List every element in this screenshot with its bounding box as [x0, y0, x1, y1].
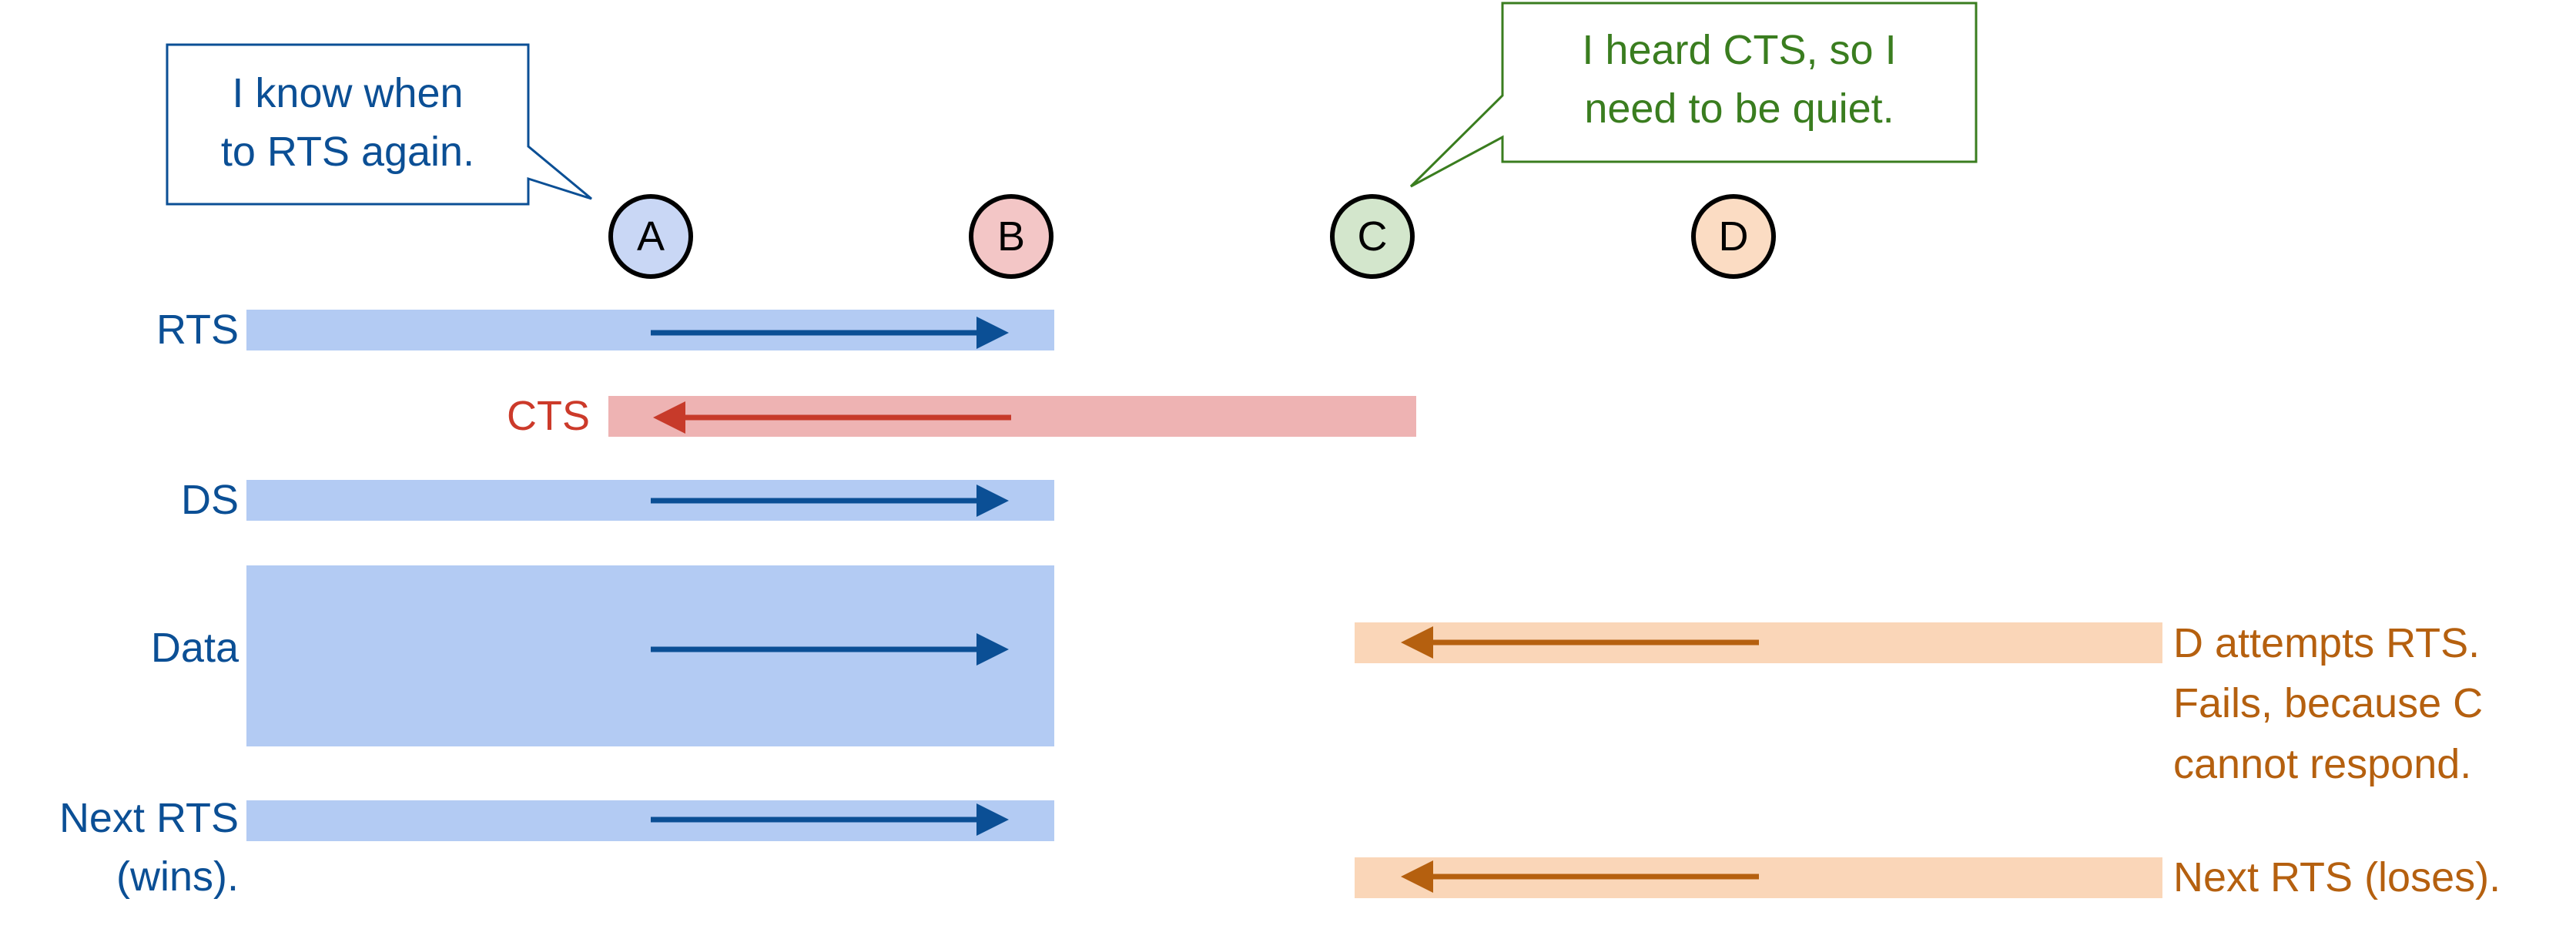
callout-a-bubble [167, 45, 591, 204]
node-d [1693, 196, 1774, 277]
callout-c-bubble [1411, 3, 1976, 186]
node-a [611, 196, 691, 277]
node-c [1332, 196, 1412, 277]
node-b [971, 196, 1051, 277]
data-band [246, 565, 1054, 746]
